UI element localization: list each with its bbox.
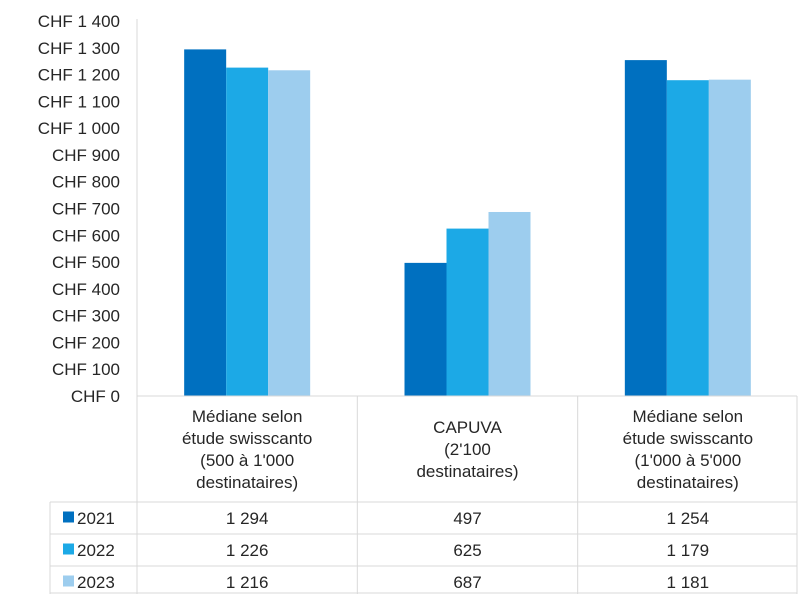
y-tick-label: CHF 1 300 <box>38 39 120 58</box>
bar-2021-1 <box>184 49 227 397</box>
data-cell: 1 294 <box>226 509 269 528</box>
data-cell: 1 181 <box>667 573 710 592</box>
y-tick-label: CHF 300 <box>52 307 120 326</box>
y-tick-label: CHF 200 <box>52 333 120 352</box>
y-tick-label: CHF 700 <box>52 200 120 219</box>
bar-2022-1 <box>226 67 269 396</box>
data-cell: 1 216 <box>226 573 269 592</box>
y-tick-label: CHF 400 <box>52 280 120 299</box>
bars <box>136 19 751 397</box>
y-tick-label: CHF 600 <box>52 226 120 245</box>
data-cell: 625 <box>453 541 481 560</box>
y-tick-label: CHF 1 100 <box>38 92 120 111</box>
data-cell: 1 254 <box>667 509 710 528</box>
bar-2023-3 <box>708 79 751 397</box>
legend-swatch-2022 <box>63 543 74 555</box>
y-tick-label: CHF 900 <box>52 146 120 165</box>
legend-label-2022: 2022 <box>77 541 115 560</box>
y-tick-label: CHF 800 <box>52 173 120 192</box>
category-label: Médiane selon étude swisscanto (500 à 1'00… <box>182 407 312 492</box>
y-tick-label: CHF 500 <box>52 253 120 272</box>
y-tick-label: CHF 1 000 <box>38 119 120 138</box>
y-tick-label: CHF 0 <box>71 387 120 406</box>
y-tick-label: CHF 1 200 <box>38 66 120 85</box>
bar-2023-2 <box>488 211 531 396</box>
y-tick-label: CHF 100 <box>52 360 120 379</box>
bar-2021-2 <box>404 262 447 396</box>
data-table: Médiane selon étude swisscanto (500 à 1'00… <box>49 395 798 594</box>
bar-2022-3 <box>666 80 709 397</box>
data-cell: 687 <box>453 573 481 592</box>
legend-swatch-2023 <box>63 575 74 587</box>
category-label: Médiane selon étude swisscanto (1'000 à 5'… <box>623 407 753 492</box>
bar-2022-2 <box>446 228 489 396</box>
legend-label-2023: 2023 <box>77 573 115 592</box>
data-cell: 1 179 <box>667 541 710 560</box>
legend-label-2021: 2021 <box>77 509 115 528</box>
y-axis-ticks: CHF 0 CHF 100 CHF 200 CHF 300 CHF 400 CHF 500… <box>38 12 120 406</box>
category-label: CAPUVA (2'100 destinataires) <box>416 418 518 481</box>
bar-2023-1 <box>268 70 311 397</box>
data-cell: 497 <box>453 509 481 528</box>
bar-2021-3 <box>624 60 667 396</box>
y-tick-label: CHF 1 400 <box>38 12 120 31</box>
data-cell: 1 226 <box>226 541 269 560</box>
legend-swatch-2021 <box>63 511 74 523</box>
